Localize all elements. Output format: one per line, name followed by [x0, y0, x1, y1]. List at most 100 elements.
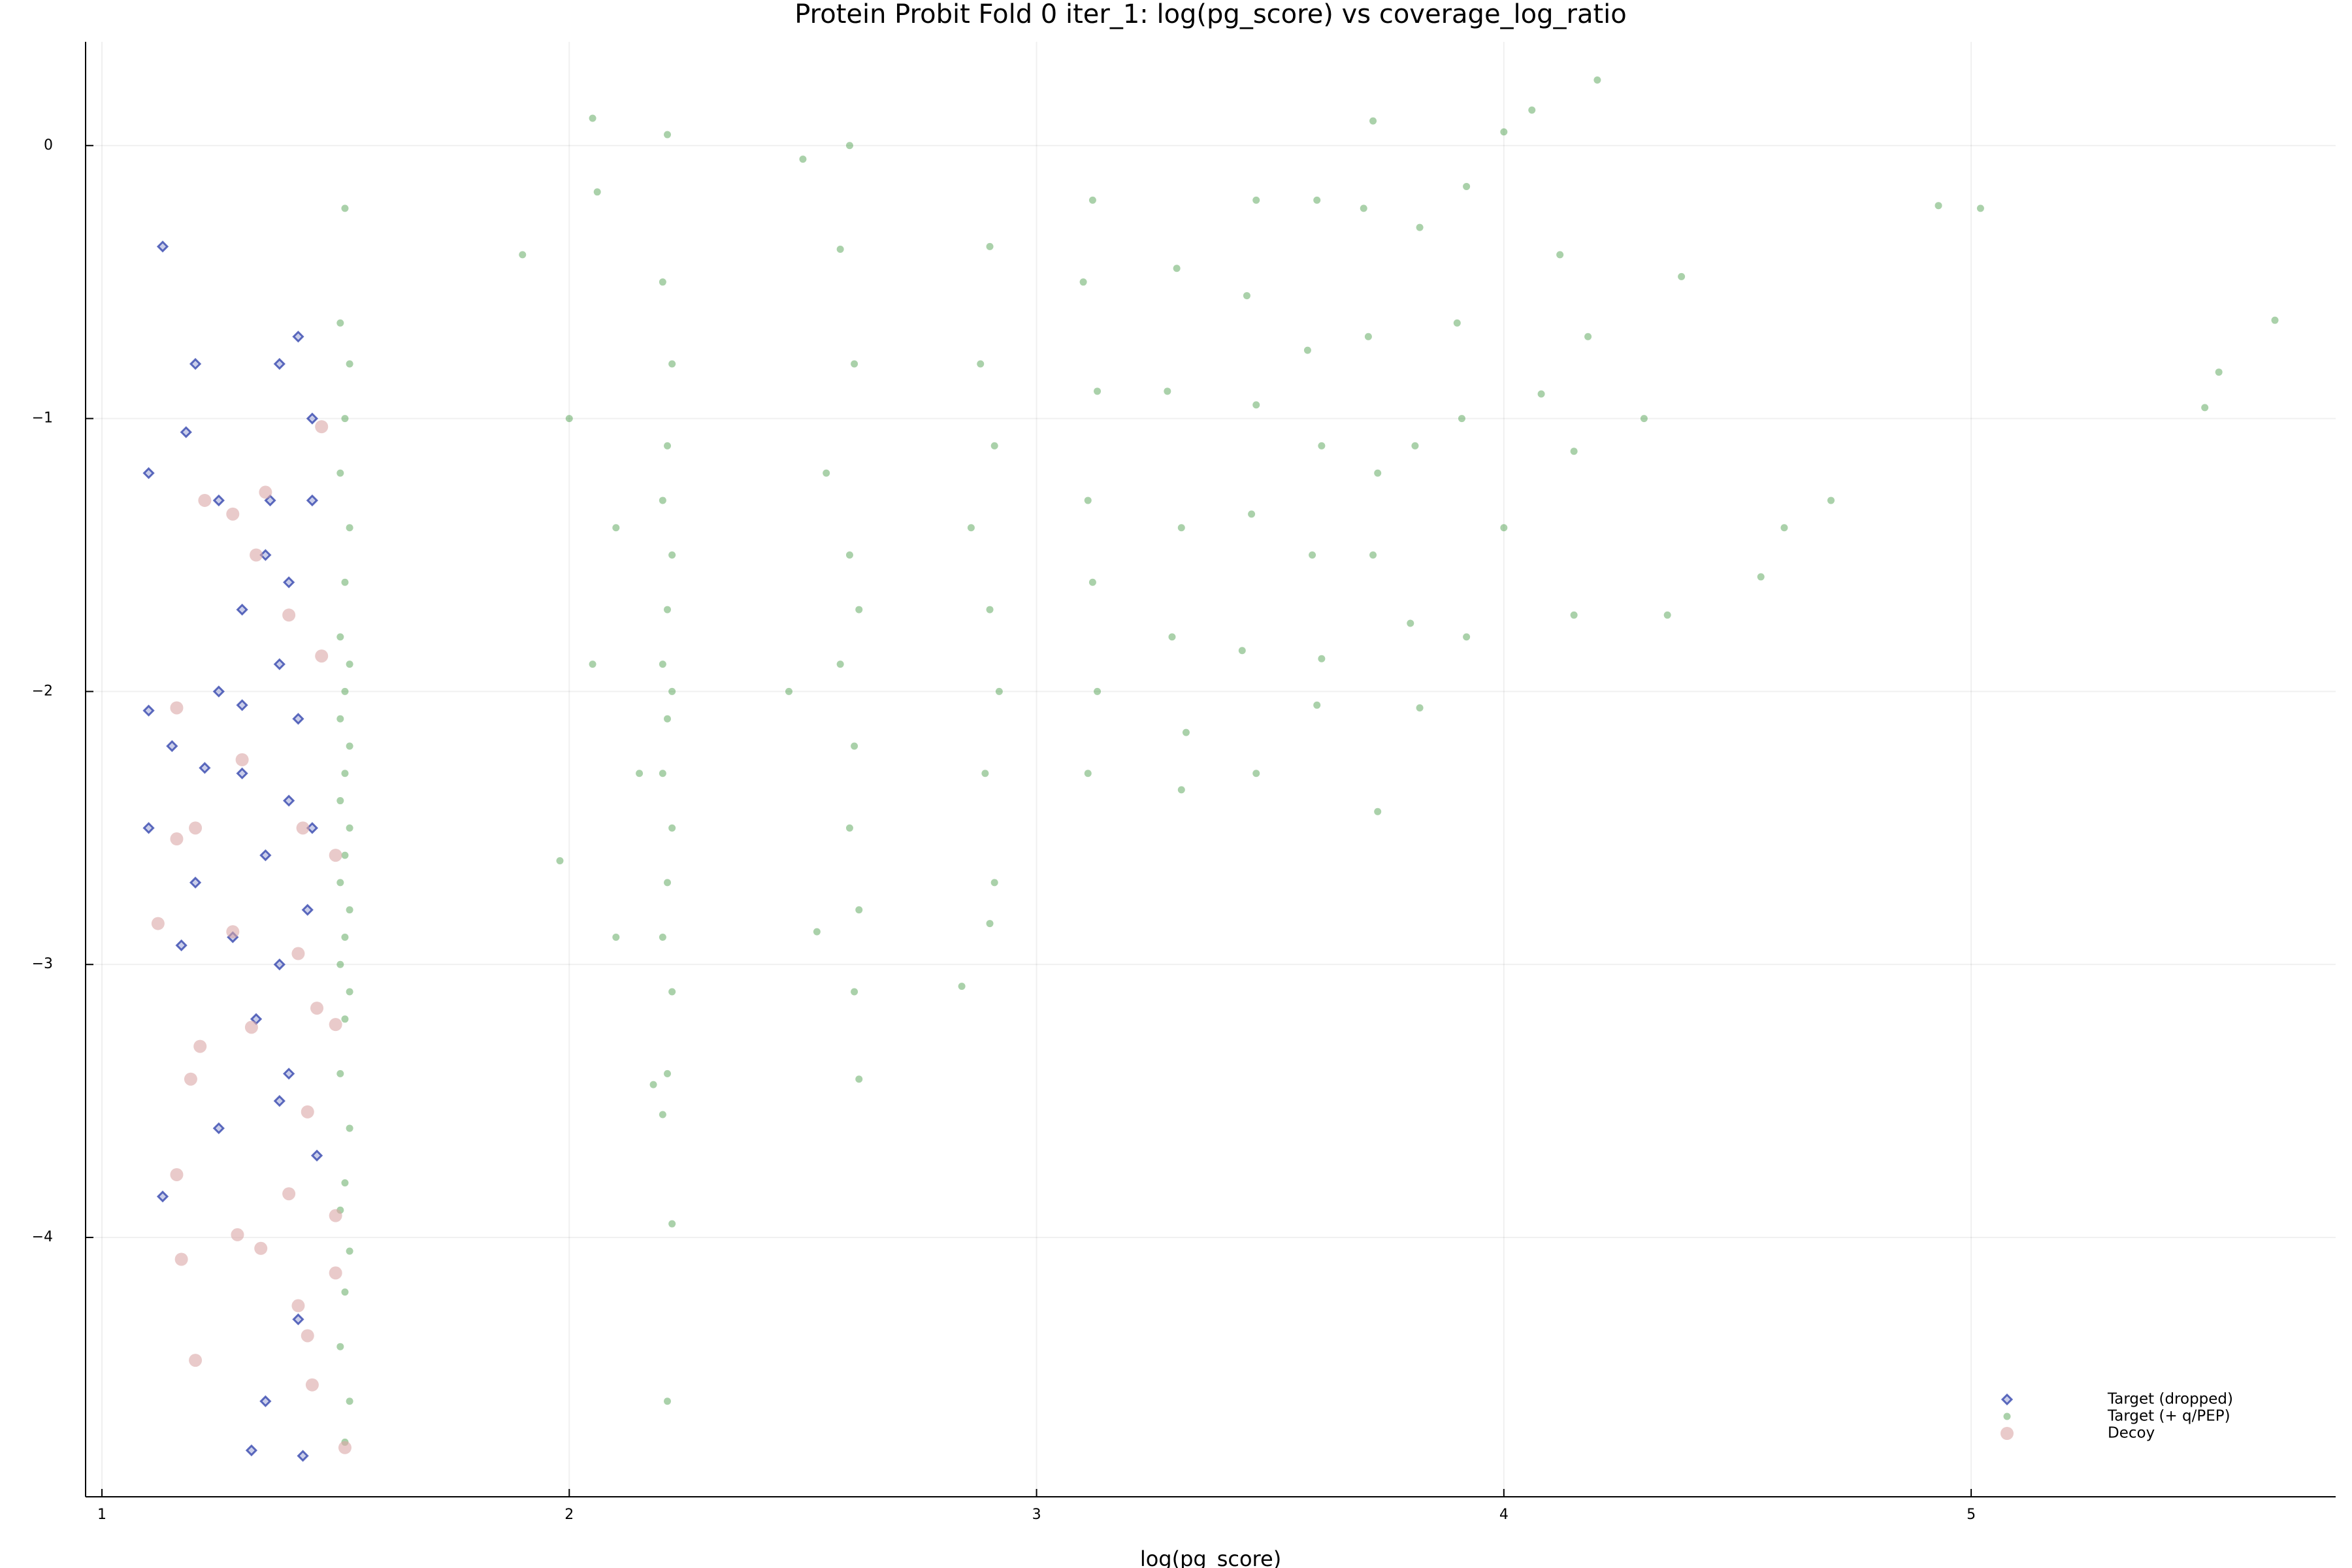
point	[855, 606, 863, 613]
point	[310, 1149, 323, 1162]
point	[273, 1095, 286, 1107]
x-tick-label: 2	[564, 1507, 574, 1523]
point	[301, 904, 314, 916]
point	[990, 442, 998, 449]
point	[259, 849, 272, 862]
point	[336, 879, 344, 887]
legend-marker	[2001, 1393, 2014, 1406]
point	[1252, 770, 1260, 777]
point	[1663, 611, 1671, 619]
point	[785, 687, 792, 695]
point	[2201, 404, 2209, 412]
point	[301, 1329, 314, 1343]
point	[346, 1247, 353, 1255]
point	[967, 524, 975, 532]
point	[981, 770, 989, 777]
point	[273, 357, 286, 370]
point	[151, 917, 165, 930]
point	[283, 576, 295, 589]
point	[1088, 578, 1096, 586]
point	[1252, 196, 1260, 204]
point	[226, 507, 240, 521]
point	[1309, 551, 1316, 559]
point	[315, 420, 329, 434]
point	[1757, 573, 1765, 581]
point	[259, 485, 272, 499]
point	[235, 753, 249, 766]
point	[245, 1444, 258, 1457]
point	[292, 713, 304, 725]
point	[199, 762, 211, 774]
point	[664, 1397, 672, 1405]
point	[142, 467, 155, 480]
point	[336, 715, 344, 723]
point	[346, 742, 353, 750]
point	[2271, 316, 2279, 324]
point	[649, 1081, 657, 1088]
point	[346, 661, 353, 668]
point	[329, 1266, 342, 1280]
point	[664, 1070, 672, 1077]
point	[297, 1450, 309, 1462]
point	[236, 699, 248, 711]
point	[282, 1187, 296, 1201]
point	[664, 606, 672, 613]
point	[1584, 333, 1592, 340]
point	[565, 415, 573, 423]
point	[259, 1395, 272, 1407]
point	[283, 794, 295, 807]
point	[986, 242, 994, 250]
point	[198, 493, 212, 507]
point	[1570, 611, 1578, 619]
point	[659, 497, 666, 504]
point	[341, 687, 349, 695]
legend-marker	[2003, 1413, 2011, 1420]
x-axis-label: log(pg_score)	[1140, 1546, 1281, 1568]
point	[659, 278, 666, 286]
point	[346, 906, 353, 914]
point	[958, 983, 966, 990]
point	[845, 824, 853, 832]
point	[341, 1179, 349, 1187]
point	[851, 988, 858, 996]
point	[283, 1068, 295, 1080]
point	[175, 939, 188, 952]
point	[1364, 333, 1372, 340]
point	[142, 704, 155, 717]
point	[836, 246, 844, 253]
point	[346, 524, 353, 532]
point	[193, 1039, 207, 1053]
point	[1084, 497, 1092, 504]
point	[1570, 448, 1578, 455]
point	[519, 251, 527, 259]
point	[1164, 387, 1171, 395]
point	[986, 920, 994, 928]
point	[990, 879, 998, 887]
point	[1537, 390, 1545, 398]
point	[1238, 647, 1246, 655]
point	[292, 331, 304, 343]
y-tick-label: −4	[32, 1229, 53, 1245]
point	[823, 469, 830, 477]
point	[341, 578, 349, 586]
point	[851, 360, 858, 368]
y-tick-label: −2	[32, 683, 53, 699]
point	[1556, 251, 1564, 259]
x-tick-label: 5	[1967, 1507, 1976, 1523]
point	[282, 608, 296, 622]
point	[1094, 687, 1102, 695]
point	[156, 1190, 169, 1203]
point	[612, 524, 620, 532]
point	[170, 701, 184, 715]
point	[292, 1313, 304, 1326]
point	[845, 142, 853, 150]
point	[1407, 619, 1414, 627]
point	[668, 824, 676, 832]
point	[589, 114, 596, 122]
point	[310, 1002, 324, 1015]
point	[336, 633, 344, 641]
point	[1374, 469, 1382, 477]
point	[212, 685, 225, 698]
point	[341, 204, 349, 212]
point	[189, 876, 202, 889]
